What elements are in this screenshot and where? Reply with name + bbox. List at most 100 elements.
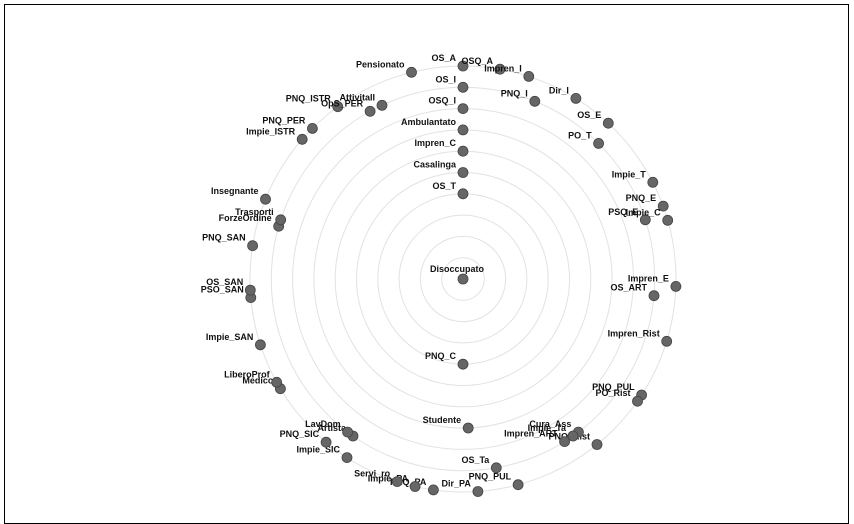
node[interactable]: OS_I [435,74,469,93]
node-dot[interactable] [670,280,682,292]
node[interactable]: OSQ_A [461,56,506,75]
node[interactable]: OS_A [431,53,469,72]
node-dot[interactable] [457,124,469,136]
node-dot[interactable] [639,214,651,226]
node-dot[interactable] [457,60,469,72]
node-label: Servi_ro [354,469,391,479]
node[interactable]: PNQ_PER [262,115,318,134]
node[interactable]: Pensionato [356,59,417,78]
node[interactable]: Impie_SAN [206,332,266,351]
node-dot[interactable] [244,284,256,296]
node[interactable]: OS_Ta [461,455,502,474]
node[interactable]: Impie_C [626,207,674,226]
node-dot[interactable] [593,137,604,149]
node-dot[interactable] [332,101,344,113]
node-dot[interactable] [591,439,603,450]
node[interactable]: OS_ART [610,283,660,302]
node[interactable]: OSQ_I [428,96,469,114]
node-dot[interactable] [391,476,403,488]
node-dot[interactable] [376,99,388,111]
node[interactable]: PNQ_C [425,351,469,370]
node[interactable]: LiberoProf [224,369,283,388]
node[interactable]: PO_Rist [595,388,643,407]
node-label: OS_Ta [461,455,490,465]
center-node-label: Disoccupato [430,264,485,274]
node-dot[interactable] [296,133,308,145]
node-dot[interactable] [457,145,469,157]
node-label: Dir_I [549,85,569,95]
node-dot[interactable] [472,486,484,497]
node[interactable]: Impie_PA [368,474,421,492]
node-dot[interactable] [409,481,421,492]
node-dot[interactable] [306,122,318,134]
node[interactable]: Impie_T [612,169,659,188]
node[interactable]: Impren_I [484,63,535,82]
node[interactable]: Dir_I [549,85,582,104]
node-dot[interactable] [462,422,474,434]
node-dot[interactable] [648,290,660,302]
node-dot[interactable] [657,200,669,212]
node[interactable]: PNQ_SIC [280,429,332,448]
node[interactable]: PNQ_I [501,88,541,107]
node-dot[interactable] [494,63,506,75]
node-dot[interactable] [662,214,674,226]
node-dot[interactable] [247,240,259,252]
node[interactable]: Impie_Ta [528,423,579,442]
node-dot[interactable] [341,452,353,464]
node-dot[interactable] [275,214,287,226]
node[interactable]: PSQ_E [608,207,651,226]
node[interactable]: PNQ_PUL [469,472,524,491]
node-dot[interactable] [529,95,541,107]
node[interactable]: Impren_ART [504,429,570,448]
node-dot[interactable] [512,479,524,491]
node-dot[interactable] [661,335,673,347]
node[interactable]: Servi_ro [354,469,403,488]
node-dot[interactable] [320,436,332,448]
node-dot[interactable] [271,376,283,388]
node-label: Impie_T [612,169,647,179]
node-dot[interactable] [570,93,582,104]
node[interactable]: Impie_SIC [296,445,353,464]
node[interactable]: OpS_PER [321,98,376,117]
node-dot[interactable] [260,193,271,205]
node[interactable]: OS_T [432,181,469,200]
node[interactable]: Dir_PA [442,479,484,497]
center-node-dot[interactable] [457,273,469,285]
node-dot[interactable] [254,339,266,351]
node[interactable]: PNQ_E [626,193,669,212]
node[interactable]: OS_E [577,110,614,129]
node[interactable]: AttivitaII [339,92,388,111]
node[interactable]: Insegnante [211,186,271,205]
node-dot[interactable] [567,430,579,442]
node-dot[interactable] [457,103,469,114]
node[interactable]: PNQ_PA [390,477,439,496]
node[interactable]: PO_T [568,130,604,149]
node-dot[interactable] [559,436,570,448]
node-dot[interactable] [406,66,417,78]
node[interactable]: Trasporti [235,207,287,226]
node[interactable]: OS_SAN [206,277,256,296]
node-dot[interactable] [427,484,439,496]
node-dot[interactable] [602,117,614,129]
node[interactable]: Impie_ISTR [246,126,308,145]
node-dot[interactable] [647,176,659,188]
node-dot[interactable] [457,358,469,370]
node[interactable]: PNQ_SAN [202,233,259,252]
node[interactable]: Impren_C [414,138,469,157]
node[interactable]: Studente [423,415,474,434]
node[interactable]: Impren_E [628,273,682,292]
node-dot[interactable] [523,71,535,82]
node-dot[interactable] [457,188,469,200]
node[interactable]: PNQ_ISTR [286,94,344,113]
node[interactable]: Impren_Rist [608,328,673,347]
node-dot[interactable] [364,105,376,117]
node[interactable]: Ambulantato [401,117,469,136]
node-dot[interactable] [342,426,354,438]
node-dot[interactable] [490,462,502,474]
node[interactable]: LavDom [305,419,354,438]
node-dot[interactable] [632,395,643,407]
node[interactable]: Casalinga [413,160,469,178]
node-dot[interactable] [457,167,469,178]
center-node[interactable]: Disoccupato [430,264,485,285]
node-dot[interactable] [457,81,469,93]
